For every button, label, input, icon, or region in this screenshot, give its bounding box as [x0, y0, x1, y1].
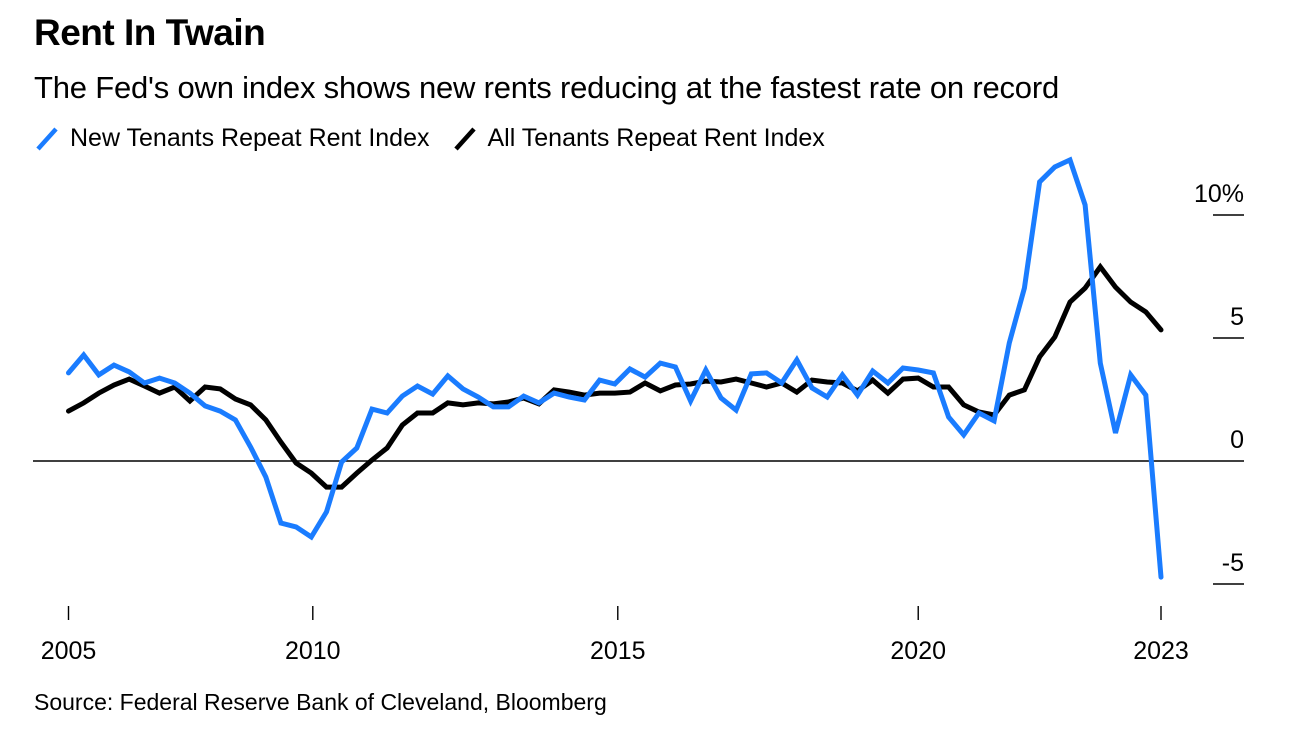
x-tick-label: 2020 — [890, 637, 946, 665]
y-tick-label: 5 — [1230, 303, 1244, 331]
legend-item-new-tenants: New Tenants Repeat Rent Index — [34, 124, 430, 153]
x-tick-label: 2005 — [41, 637, 97, 665]
x-tick-label: 2010 — [285, 637, 341, 665]
y-tick-label: 10% — [1194, 180, 1244, 208]
y-axis: 10% 5 0 -5 — [1194, 180, 1244, 585]
chart-subtitle: The Fed's own index shows new rents redu… — [34, 70, 1060, 105]
y-tick-label: -5 — [1222, 549, 1244, 577]
y-tick-label: 0 — [1230, 426, 1244, 454]
legend-item-all-tenants: All Tenants Repeat Rent Index — [452, 124, 825, 153]
source-note: Source: Federal Reserve Bank of Clevelan… — [34, 689, 607, 715]
series-line-all-tenants — [66, 262, 1164, 490]
diagonal-line-icon — [36, 126, 58, 151]
legend: New Tenants Repeat Rent Index All Tenant… — [34, 124, 847, 153]
series-line-new-tenants — [66, 156, 1164, 580]
chart-title: Rent In Twain — [34, 12, 266, 53]
x-tick-label: 2023 — [1133, 637, 1189, 665]
legend-label: New Tenants Repeat Rent Index — [70, 124, 430, 152]
series-group — [66, 156, 1164, 580]
x-axis: 2005 2010 2015 2020 2023 — [41, 606, 1189, 665]
diagonal-line-icon — [453, 126, 476, 151]
x-tick-label: 2015 — [590, 637, 646, 665]
legend-label: All Tenants Repeat Rent Index — [487, 124, 825, 152]
